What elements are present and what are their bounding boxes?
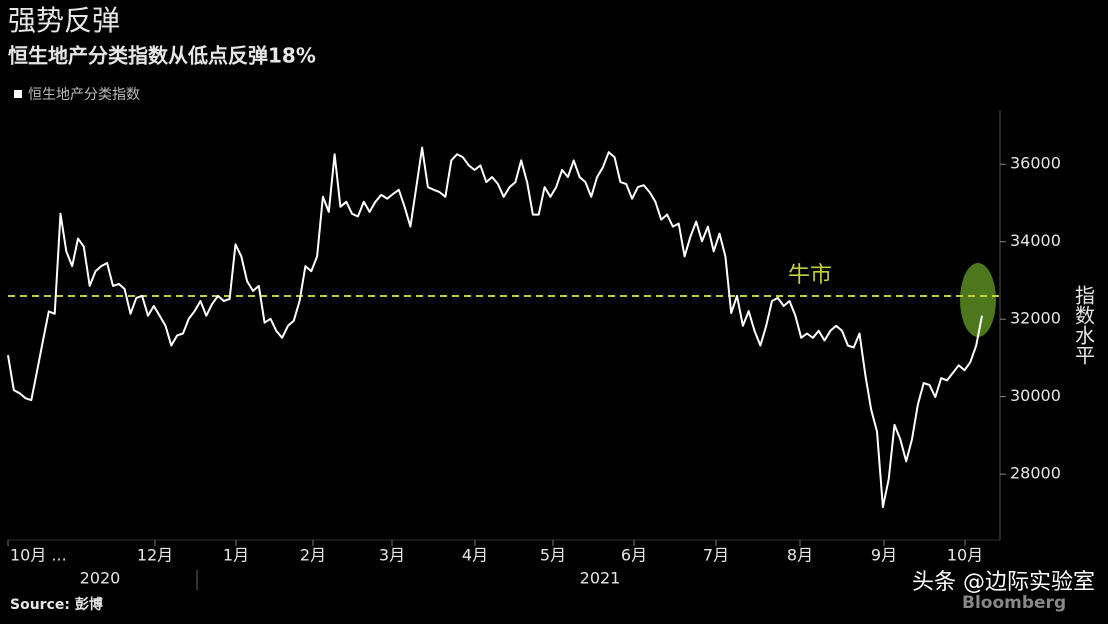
- x-tick-label: 10月 ...: [10, 546, 67, 565]
- brand: Bloomberg: [962, 593, 1066, 613]
- x-tick-label: 2月: [300, 546, 326, 565]
- line: [7, 146, 983, 509]
- x-tick-label: 9月: [871, 546, 897, 565]
- year-label: 2020: [80, 569, 121, 588]
- x-tick-label: 6月: [621, 546, 647, 565]
- x-tick-label: 10月: [947, 546, 983, 565]
- y-tick-label: 34000: [1010, 231, 1061, 250]
- y-tick-label: 36000: [1010, 154, 1061, 173]
- source: Source: 彭博: [10, 596, 103, 613]
- watermark: 头条 @边际实验室: [912, 570, 1095, 595]
- y-axis-label: 指数水平: [1072, 285, 1096, 365]
- x-tick-label: 8月: [787, 546, 813, 565]
- y-tick-label: 30000: [1010, 386, 1061, 405]
- legend-label: 恒生地产分类指数: [28, 87, 140, 103]
- reference-label: 牛市: [788, 263, 832, 288]
- x-tick-label: 12月: [137, 546, 173, 565]
- highlight: [960, 263, 996, 337]
- legend-swatch: [14, 90, 22, 98]
- x-tick-label: 3月: [379, 546, 405, 565]
- y-tick-label: 32000: [1010, 309, 1061, 328]
- y-tick-label: 28000: [1010, 464, 1061, 483]
- x-tick-label: 1月: [223, 546, 249, 565]
- x-tick-label: 7月: [703, 546, 729, 565]
- year-label: 2021: [580, 569, 621, 588]
- x-tick-label: 4月: [462, 546, 488, 565]
- x-tick-label: 5月: [540, 546, 566, 565]
- chart-subtitle: 恒生地产分类指数从低点反弹18%: [8, 44, 316, 68]
- chart-title: 强势反弹: [8, 4, 120, 37]
